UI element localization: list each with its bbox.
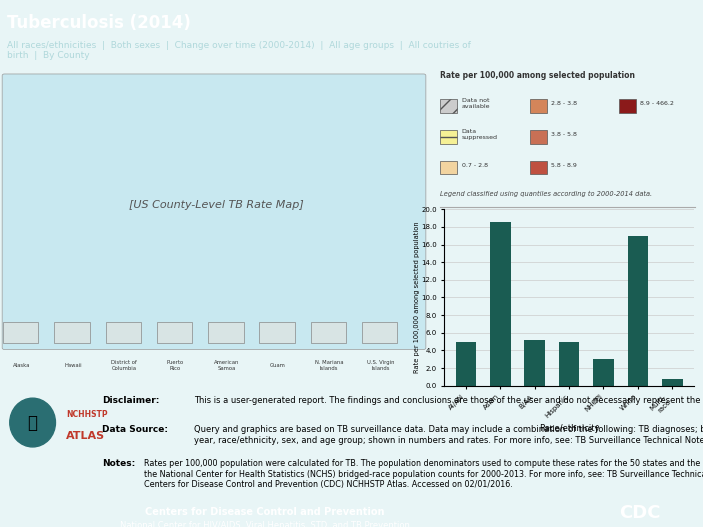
Circle shape: [10, 398, 56, 447]
Bar: [441, 161, 457, 174]
Text: CDC: CDC: [619, 503, 661, 522]
Bar: [311, 322, 346, 343]
X-axis label: Race/ethnicity: Race/ethnicity: [538, 424, 600, 433]
Text: Tuberculosis (2014): Tuberculosis (2014): [7, 14, 191, 33]
Text: Rate per 100,000 among selected population: Rate per 100,000 among selected populati…: [441, 71, 636, 80]
Text: Puerto
Rico: Puerto Rico: [167, 360, 184, 371]
Text: All races/ethnicities  |  Both sexes  |  Change over time (2000-2014)  |  All ag: All races/ethnicities | Both sexes | Cha…: [7, 41, 471, 60]
Text: 8.9 - 466.2: 8.9 - 466.2: [640, 101, 674, 106]
Text: National Data By Race/ethnicity: National Data By Race/ethnicity: [462, 210, 673, 223]
Text: Data not
available: Data not available: [462, 99, 490, 109]
Bar: [105, 322, 141, 343]
Text: 3.8 - 5.8: 3.8 - 5.8: [551, 132, 576, 137]
Text: Hawaii: Hawaii: [64, 363, 82, 368]
Bar: [593, 359, 614, 386]
Text: ATLAS: ATLAS: [67, 431, 105, 441]
Bar: [3, 322, 39, 343]
Bar: [490, 222, 510, 386]
Text: [US County-Level TB Rate Map]: [US County-Level TB Rate Map]: [129, 200, 304, 210]
Bar: [157, 322, 192, 343]
Bar: [628, 236, 648, 386]
Text: Query and graphics are based on TB surveillance data. Data may include a combina: Query and graphics are based on TB surve…: [194, 425, 703, 445]
Text: 2.8 - 3.8: 2.8 - 3.8: [551, 101, 577, 106]
Text: N. Mariana
Islands: N. Mariana Islands: [315, 360, 344, 371]
Y-axis label: Rate per 100,000 among selected population: Rate per 100,000 among selected populati…: [413, 222, 420, 373]
Text: 🌐: 🌐: [27, 414, 38, 432]
Bar: [662, 379, 683, 386]
Text: National Center for HIV/AIDS, Viral Hepatitis, STD, and TB Prevention: National Center for HIV/AIDS, Viral Hepa…: [120, 521, 410, 527]
Bar: [524, 340, 545, 386]
Bar: [259, 322, 295, 343]
Text: 0.7 - 2.8: 0.7 - 2.8: [462, 163, 488, 168]
Text: District of
Columbia: District of Columbia: [111, 360, 137, 371]
Bar: [54, 322, 90, 343]
Text: Notes:: Notes:: [102, 460, 135, 469]
Text: Data
suppressed: Data suppressed: [462, 129, 498, 140]
Text: Legend classified using quantiles according to 2000-2014 data.: Legend classified using quantiles accord…: [441, 191, 652, 197]
Bar: [619, 99, 636, 113]
Bar: [530, 130, 546, 144]
Bar: [559, 341, 579, 386]
Text: American
Samoa: American Samoa: [214, 360, 239, 371]
Bar: [441, 99, 457, 113]
Text: Data Source:: Data Source:: [102, 425, 168, 434]
Bar: [530, 161, 546, 174]
FancyBboxPatch shape: [2, 74, 426, 349]
Text: Disclaimer:: Disclaimer:: [102, 396, 160, 405]
Bar: [208, 322, 243, 343]
Text: 5.8 - 8.9: 5.8 - 8.9: [551, 163, 576, 168]
Text: Guam: Guam: [270, 363, 286, 368]
Bar: [362, 322, 397, 343]
Text: NCHHSTP: NCHHSTP: [67, 410, 108, 419]
Text: This is a user-generated report. The findings and conclusions are those of the u: This is a user-generated report. The fin…: [194, 396, 703, 405]
Text: Rates per 100,000 population were calculated for TB. The population denominators: Rates per 100,000 population were calcul…: [143, 460, 703, 489]
Bar: [530, 99, 546, 113]
Text: U.S. Virgin
Islands: U.S. Virgin Islands: [367, 360, 394, 371]
Bar: [441, 130, 457, 144]
Text: Centers for Disease Control and Prevention: Centers for Disease Control and Preventi…: [146, 507, 385, 516]
Bar: [456, 341, 476, 386]
Text: Alaska: Alaska: [13, 363, 30, 368]
